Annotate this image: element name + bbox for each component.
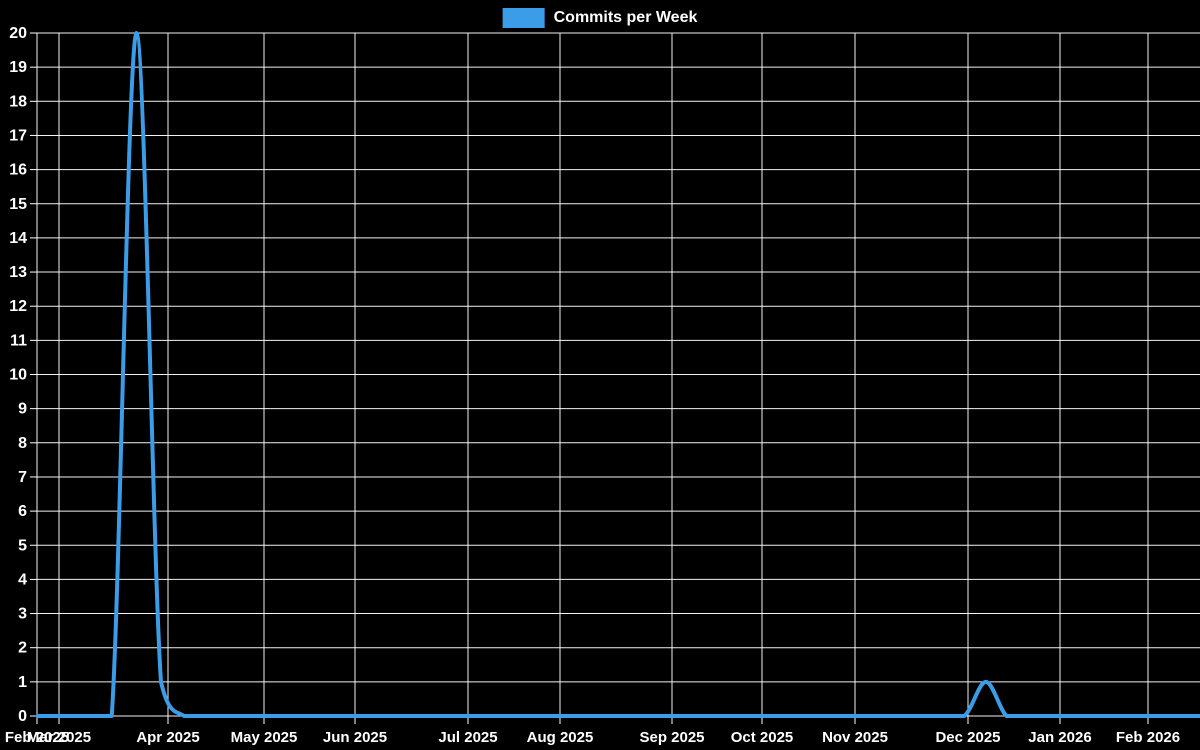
y-tick-label: 11 bbox=[10, 332, 27, 349]
y-tick-label: 2 bbox=[18, 640, 27, 657]
legend: Commits per Week bbox=[502, 8, 698, 28]
x-tick-label: Sep 2025 bbox=[639, 729, 704, 746]
y-tick-label: 16 bbox=[9, 162, 27, 179]
y-tick-label: 14 bbox=[9, 230, 27, 247]
y-tick-label: 4 bbox=[18, 571, 27, 588]
commits-line bbox=[35, 31, 1200, 718]
x-tick-label: Mar 2025 bbox=[27, 729, 91, 746]
y-tick-label: 15 bbox=[9, 196, 27, 213]
y-tick-label: 18 bbox=[9, 93, 27, 110]
x-tick-label: Jan 2026 bbox=[1028, 729, 1091, 746]
legend-label: Commits per Week bbox=[553, 9, 698, 26]
x-tick-label: Aug 2025 bbox=[527, 729, 594, 746]
x-tick-label: Feb 2025 bbox=[5, 729, 69, 746]
y-tick-label: 7 bbox=[18, 469, 27, 486]
x-tick-label: Feb 2026 bbox=[1116, 729, 1180, 746]
y-tick-label: 10 bbox=[9, 367, 27, 384]
y-tick-label: 8 bbox=[18, 435, 27, 452]
x-tick-label: Dec 2025 bbox=[935, 729, 1000, 746]
x-tick-label: Oct 2025 bbox=[731, 729, 794, 746]
y-tick-label: 12 bbox=[9, 298, 27, 315]
x-tick-label: Nov 2025 bbox=[822, 729, 888, 746]
x-tick-label: Jun 2025 bbox=[323, 729, 387, 746]
y-tick-label: 20 bbox=[9, 25, 27, 42]
y-tick-label: 1 bbox=[18, 674, 27, 691]
x-tick-label: May 2025 bbox=[231, 729, 298, 746]
y-tick-label: 17 bbox=[9, 127, 27, 144]
y-tick-label: 6 bbox=[18, 503, 27, 520]
y-tick-label: 5 bbox=[18, 537, 27, 554]
y-tick-label: 13 bbox=[9, 264, 27, 281]
y-tick-label: 19 bbox=[9, 59, 27, 76]
y-tick-label: 3 bbox=[18, 606, 27, 623]
legend-swatch-commits bbox=[502, 8, 545, 28]
y-tick-label: 9 bbox=[18, 401, 27, 418]
x-tick-label: Apr 2025 bbox=[136, 729, 199, 746]
x-tick-label: Jul 2025 bbox=[438, 729, 497, 746]
y-tick-label: 0 bbox=[18, 708, 27, 725]
